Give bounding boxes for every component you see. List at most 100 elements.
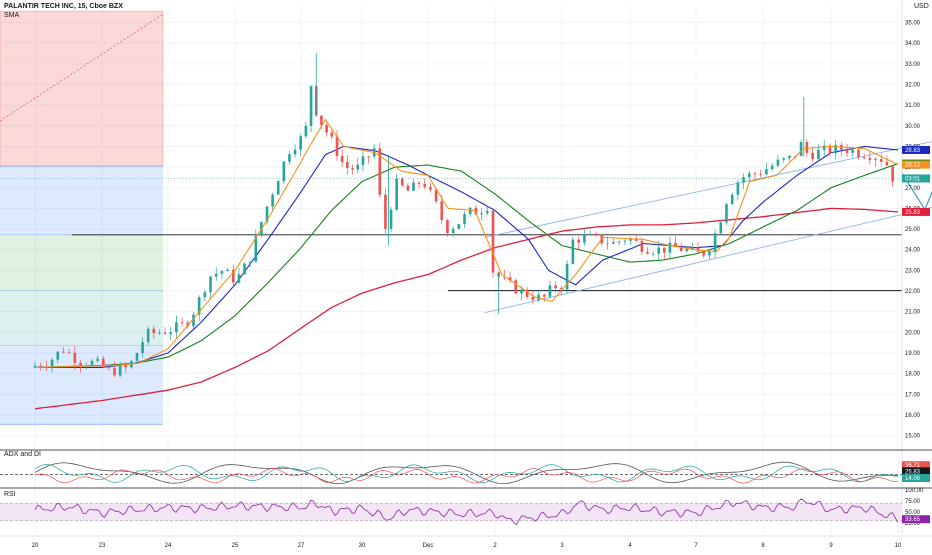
- candle-body: [617, 241, 621, 243]
- candle-body: [685, 249, 689, 252]
- rsi-badge-label: 33.65: [905, 517, 921, 523]
- candle-body: [56, 351, 60, 360]
- time-tick-label: 2: [493, 543, 497, 549]
- candle-body: [361, 156, 365, 165]
- candle-body: [874, 159, 877, 160]
- price-tick-label: 18.00: [905, 372, 921, 378]
- rsi-line: [34, 498, 899, 526]
- candle-body: [141, 342, 144, 354]
- price-axis: 15.00 16.00 17.00 18.00 19.00 20.00 21.00 22.00…: [901, 0, 930, 534]
- candle-body: [851, 149, 855, 153]
- time-tick-label: 8: [761, 543, 765, 549]
- candle-body: [708, 251, 711, 256]
- time-tick-label: 7: [694, 543, 698, 549]
- candle-body: [822, 145, 826, 150]
- adx-pane-title: ADX and DI: [4, 451, 41, 458]
- candle-body: [629, 238, 632, 241]
- candle-body: [124, 365, 128, 368]
- currency-label: USD: [914, 3, 929, 10]
- price-tick-label: 17.00: [905, 392, 921, 398]
- rsi-badge: [902, 515, 930, 524]
- rsi-tick-label: 25.00: [905, 521, 921, 527]
- candle-body: [50, 359, 54, 367]
- price-tick-label: 32.00: [905, 82, 921, 88]
- rsi-tick-label: 75.00: [905, 499, 921, 505]
- candle-body: [742, 177, 745, 183]
- adx-badge: [902, 474, 930, 483]
- candle-body: [265, 206, 269, 222]
- candle-body: [520, 289, 523, 294]
- candle-body: [309, 86, 313, 126]
- candle-body: [747, 173, 751, 178]
- candle-body: [79, 362, 82, 366]
- adx-badge-label: 14.06: [905, 476, 921, 482]
- candle-body: [158, 332, 161, 334]
- candle-body: [320, 115, 323, 125]
- time-tick-label: 10: [895, 543, 902, 549]
- candle-body: [73, 352, 77, 363]
- time-tick-label: 3: [560, 543, 564, 549]
- adx-line: [34, 461, 899, 485]
- price-tick-label: 27.00: [905, 186, 921, 192]
- candle-body: [719, 222, 723, 234]
- risk-box-zone-3: [0, 290, 163, 346]
- candle-body: [794, 155, 797, 157]
- candle-body: [468, 207, 472, 215]
- price-badge: [902, 174, 930, 183]
- time-tick-label: 4: [628, 543, 632, 549]
- candle-body: [209, 276, 212, 293]
- candle-body: [759, 174, 762, 176]
- candle-body: [214, 273, 218, 277]
- candle-body: [531, 296, 535, 301]
- adx-badge: [902, 461, 930, 470]
- candle-body: [885, 161, 889, 166]
- risk-box-zone-4: [0, 345, 163, 425]
- candle-body: [351, 168, 354, 170]
- candle-body: [440, 201, 444, 221]
- candle-body: [232, 269, 235, 283]
- price-badge: [902, 145, 930, 154]
- candles-group: [33, 53, 894, 378]
- candle-body: [503, 276, 506, 278]
- candle-body: [384, 194, 387, 229]
- candle-body: [782, 158, 786, 160]
- time-tick-label: 23: [99, 543, 106, 549]
- di-minus-line: [34, 468, 899, 484]
- candle-body: [299, 136, 302, 150]
- sma-mid-line: [35, 145, 899, 368]
- candle-body: [730, 194, 734, 205]
- candle-body: [491, 210, 495, 273]
- candle-body: [612, 242, 615, 244]
- candle-body: [276, 181, 280, 195]
- candle-body: [271, 194, 274, 207]
- candle-body: [770, 165, 774, 170]
- candle-body: [152, 328, 156, 334]
- sma-long-line: [34, 207, 899, 410]
- time-tick-label: Dec: [423, 543, 434, 549]
- time-tick-label: 25: [232, 543, 239, 549]
- candle-body: [679, 247, 683, 252]
- candle-body: [102, 358, 105, 368]
- risk-box-zone-2: [0, 234, 163, 291]
- candle-body: [180, 322, 184, 324]
- candle-body: [417, 182, 421, 184]
- candle-body: [163, 332, 167, 334]
- candle-body: [107, 367, 111, 369]
- candle-body: [340, 155, 344, 163]
- candle-body: [412, 182, 415, 191]
- candle-body: [776, 159, 780, 166]
- candle-body: [668, 242, 672, 253]
- candle-body: [330, 132, 334, 137]
- candle-body: [514, 280, 518, 294]
- candle-body: [282, 161, 286, 182]
- candle-body: [325, 124, 328, 133]
- candle-body: [583, 234, 586, 243]
- rsi-tick-label: 100.00: [905, 488, 924, 494]
- di-plus-line: [34, 464, 899, 483]
- candle-body: [725, 204, 728, 223]
- indicator-legend: SMA: [4, 12, 20, 19]
